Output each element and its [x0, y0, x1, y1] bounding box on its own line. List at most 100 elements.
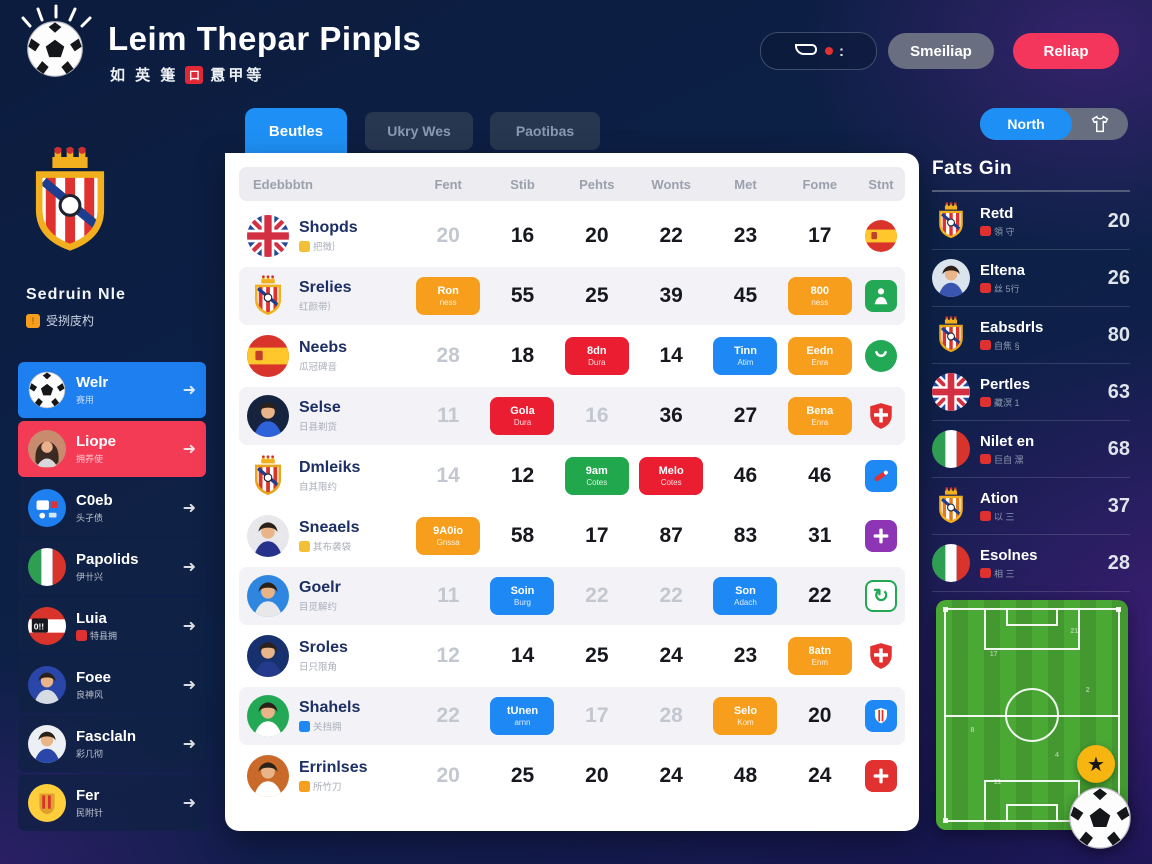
ranking-item[interactable]: Eltena 丝 5行 26: [932, 250, 1130, 307]
ranking-item[interactable]: Esolnes 相 三 28: [932, 535, 1130, 592]
stat-badge: 9am Cotes: [564, 457, 629, 495]
stat-value: 22: [659, 584, 683, 607]
table-header-row: Edebbbtn Fent Stib Pehts Wonts Met Fome …: [239, 167, 905, 201]
field-mark: 17: [989, 650, 998, 658]
smile-icon[interactable]: [864, 340, 897, 372]
stat-value: 14: [659, 344, 683, 367]
ranking-item[interactable]: Eabsdrls 自焦 § 80: [932, 307, 1130, 364]
stat-value: 23: [733, 224, 758, 247]
table-row[interactable]: Dmleiks 自其限约 14 12 9am Cotes Melo Cotes 46 46: [239, 447, 905, 505]
red-shield-cross-icon[interactable]: [865, 640, 897, 672]
mini-badge: [980, 511, 991, 521]
jersey-icon[interactable]: [1072, 108, 1128, 140]
star-badge-button[interactable]: ★: [1077, 745, 1115, 783]
field-mark: 11: [993, 779, 1001, 787]
arrow-right-icon: ➜: [182, 559, 196, 576]
avatar-man-icon: [28, 666, 66, 704]
stat-value: 16: [585, 404, 609, 427]
ranking-item[interactable]: Nilet en 巨自 潶 68: [932, 421, 1130, 478]
ranking-item[interactable]: Pertles 藏溟 1 63: [932, 364, 1130, 421]
ranking-value: 68: [1107, 437, 1130, 460]
sidebar-item-welr[interactable]: Welr 赛用 ➜: [18, 362, 206, 418]
mini-badge: [980, 454, 991, 464]
flag-uk-icon: [247, 215, 289, 257]
stat-value: 24: [808, 764, 832, 787]
ranking-value: 63: [1107, 380, 1130, 403]
stat-value: 55: [510, 284, 535, 307]
tab-ukry-wes[interactable]: Ukry Wes: [365, 112, 473, 150]
sidebar-item-fer[interactable]: Fer 民附针 ➜: [18, 775, 206, 831]
sidebar-item-liope[interactable]: Liope 拥养使 ➜: [18, 421, 206, 477]
secondary-button[interactable]: Smeiliap: [888, 33, 994, 69]
plus-icon[interactable]: [864, 520, 897, 552]
stat-value: 36: [659, 404, 683, 427]
sidebar-item-text: C0eb 头孑债: [76, 491, 113, 524]
ranking-value: 80: [1107, 323, 1130, 346]
mini-badge: [980, 397, 991, 407]
arrow-right-icon: ➜: [182, 736, 196, 753]
field-goal-box-bottom: [1006, 804, 1058, 822]
table-row[interactable]: Errinlses 所竹刀 20 25 20 24 48 24: [239, 747, 905, 805]
field-mark: 4: [1055, 751, 1059, 759]
crest-badge-icon[interactable]: [864, 700, 897, 732]
stat-value: 14: [510, 644, 535, 667]
mini-badge: [299, 780, 310, 792]
table-row[interactable]: Neebs 瓜冠碑音 28 18 8dn Dura 14 Tinn Atim Eedn Enra: [239, 327, 905, 385]
row-entity: Dmleiks 自其限约: [239, 455, 411, 497]
toggle-active-segment[interactable]: North: [980, 108, 1072, 140]
stat-badge: tUnen arnn: [490, 697, 555, 735]
table-row[interactable]: Goelr 目觅解约 11 Soin Burg 22 22 Son Adach 22 ↻: [239, 567, 905, 625]
col-header: Wonts: [651, 176, 691, 192]
cross-icon[interactable]: [864, 760, 897, 792]
corner-mark: [943, 818, 948, 823]
sidebar-item-text: Luia 特县拥: [76, 609, 118, 642]
tab-paotibas[interactable]: Paotibas: [490, 112, 600, 150]
refresh-icon[interactable]: ↻: [864, 580, 897, 612]
sidebar-item-text: Fasclaln 彩几彻: [76, 727, 137, 760]
ranking-item[interactable]: Retd 領 守 20: [932, 193, 1130, 250]
stat-value: 16: [510, 224, 535, 247]
sidebar-item-papolids[interactable]: Papolids 伊卄兴 ➜: [18, 539, 206, 595]
row-entity: Srelies 红颜带｝: [239, 275, 411, 317]
red-shield-cross-icon[interactable]: [865, 400, 897, 432]
ranking-item[interactable]: Ation 以 三 37: [932, 478, 1130, 535]
ranking-value: 26: [1107, 266, 1130, 289]
table-row[interactable]: Sroles 日只限角 12 14 25 24 23 8atn Enm: [239, 627, 905, 685]
sidebar-item-fasclaln[interactable]: Fasclaln 彩几彻 ➜: [18, 716, 206, 772]
table-row[interactable]: Shahels 关挡拥 22 tUnen arnn 17 28 Selo Kom 20: [239, 687, 905, 745]
row-entity: Errinlses 所竹刀: [239, 755, 411, 797]
primary-button[interactable]: Reliap: [1013, 33, 1119, 69]
table-row[interactable]: Selse 日县剃货 11 Gola Dura 16 36 27 Bena Enra: [239, 387, 905, 445]
col-header: Pehts: [579, 176, 615, 192]
player-icon[interactable]: [864, 280, 897, 312]
sidebar-item-foee[interactable]: Foee 良神风 ➜: [18, 657, 206, 713]
table-row[interactable]: Sneaels 其布袭袋 9A0io Gnssa 58 17 87 83 31: [239, 507, 905, 565]
stat-value: 28: [659, 704, 683, 727]
visor-icon: [793, 41, 819, 62]
stat-value: 14: [436, 464, 460, 487]
table-row[interactable]: Srelies 红颜带｝ Ron ness 55 25 39 45 800 ness: [239, 267, 905, 325]
status-pill[interactable]: :: [760, 32, 877, 70]
stat-value: 22: [436, 704, 460, 727]
field-center-circle: [1005, 688, 1059, 742]
stat-value: 20: [808, 704, 832, 727]
stat-value: 28: [436, 344, 460, 367]
sidebar-item-c0eb[interactable]: C0eb 头孑债 ➜: [18, 480, 206, 536]
sidebar-item-luia[interactable]: 0!! Luia 特县拥 ➜: [18, 598, 206, 654]
ranking-value: 28: [1107, 551, 1130, 574]
stat-value: 22: [585, 584, 609, 607]
marker-icon[interactable]: [864, 460, 897, 492]
north-toggle[interactable]: North: [980, 108, 1128, 140]
burst-lines-icon: [16, 4, 94, 28]
crest-atm2-icon: [932, 316, 970, 354]
stat-value: 25: [510, 764, 535, 787]
arrow-right-icon: ➜: [182, 795, 196, 812]
field-goal-box-top: [1006, 608, 1058, 626]
stat-badge: 9A0io Gnssa: [416, 517, 481, 555]
stats-card: Edebbbtn Fent Stib Pehts Wonts Met Fome …: [225, 153, 919, 831]
col-header: Fent: [434, 176, 462, 192]
tab-beutles[interactable]: Beutles: [245, 108, 347, 154]
sidebar-menu: Welr 赛用 ➜ Liope 拥养使 ➜ C0eb 头孑债 ➜ Papolid…: [18, 362, 206, 834]
table-row[interactable]: Shopds 把徵｝ 20 16 20 22 23 17: [239, 207, 905, 265]
